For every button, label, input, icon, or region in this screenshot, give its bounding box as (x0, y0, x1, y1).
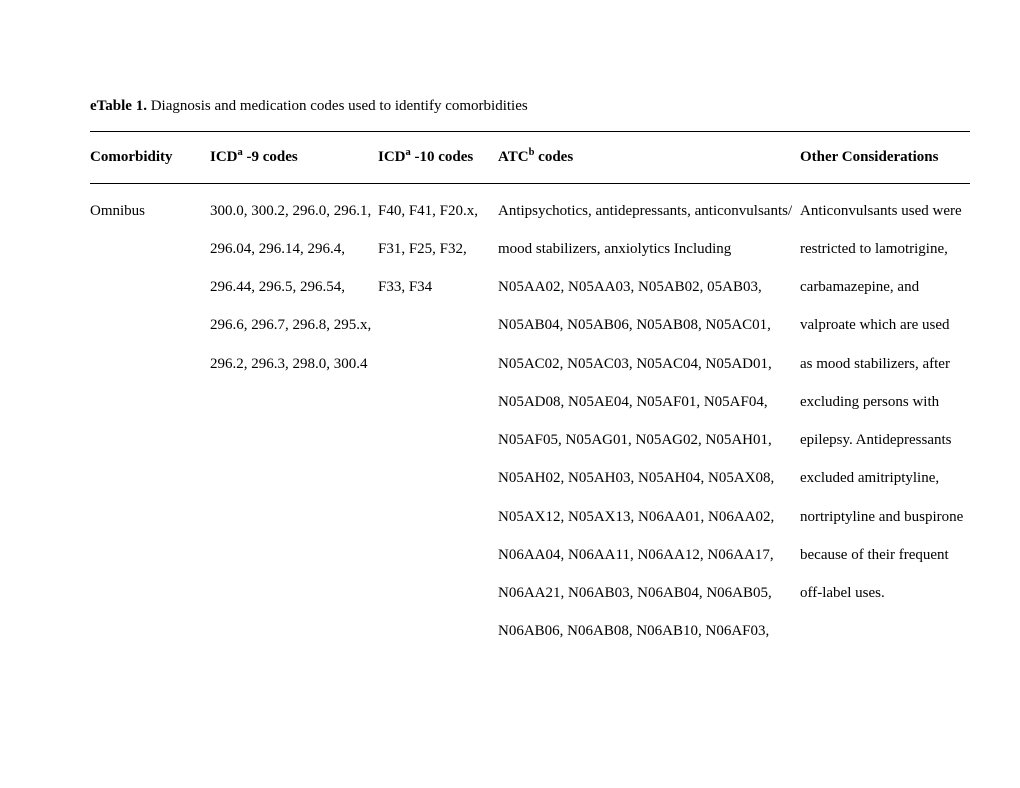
icd9-post: -9 codes (243, 149, 298, 165)
cell-comorbidity: Omnibus (90, 183, 210, 651)
cell-other: Anticonvulsants used were restricted to … (800, 183, 970, 651)
other-header-text: Other Considerations (800, 149, 938, 165)
col-header-atc: ATCb codes (498, 132, 800, 184)
col-header-other: Other Considerations (800, 132, 970, 184)
table-row: Omnibus 300.0, 300.2, 296.0, 296.1, 296.… (90, 183, 970, 651)
icd9-pre: ICD (210, 149, 238, 165)
table-title-label: eTable 1. (90, 98, 147, 114)
cell-atc-text: Antipsychotics, antidepressants, anticon… (498, 203, 792, 257)
cell-icd10: F40, F41, F20.x, F31, F25, F32, F33, F34 (378, 183, 498, 651)
table-title-caption: Diagnosis and medication codes used to i… (151, 98, 528, 114)
atc-post: codes (534, 149, 573, 165)
cell-atc: Antipsychotics, antidepressants, anticon… (498, 183, 800, 651)
icd10-post: -10 codes (411, 149, 474, 165)
col-header-comorbidity-text: Comorbidity (90, 149, 173, 165)
table-title: eTable 1. Diagnosis and medication codes… (90, 96, 930, 117)
cell-atc-codes: N05AA02, N05AA03, N05AB02, 05AB03, N05AB… (498, 279, 774, 639)
col-header-comorbidity: Comorbidity (90, 132, 210, 184)
atc-pre: ATC (498, 149, 529, 165)
document-page: eTable 1. Diagnosis and medication codes… (0, 0, 1020, 651)
col-header-icd9: ICDa -9 codes (210, 132, 378, 184)
codes-table: Comorbidity ICDa -9 codes ICDa -10 codes… (90, 131, 970, 651)
icd10-pre: ICD (378, 149, 406, 165)
cell-icd9: 300.0, 300.2, 296.0, 296.1, 296.04, 296.… (210, 183, 378, 651)
table-header-row: Comorbidity ICDa -9 codes ICDa -10 codes… (90, 132, 970, 184)
col-header-icd10: ICDa -10 codes (378, 132, 498, 184)
